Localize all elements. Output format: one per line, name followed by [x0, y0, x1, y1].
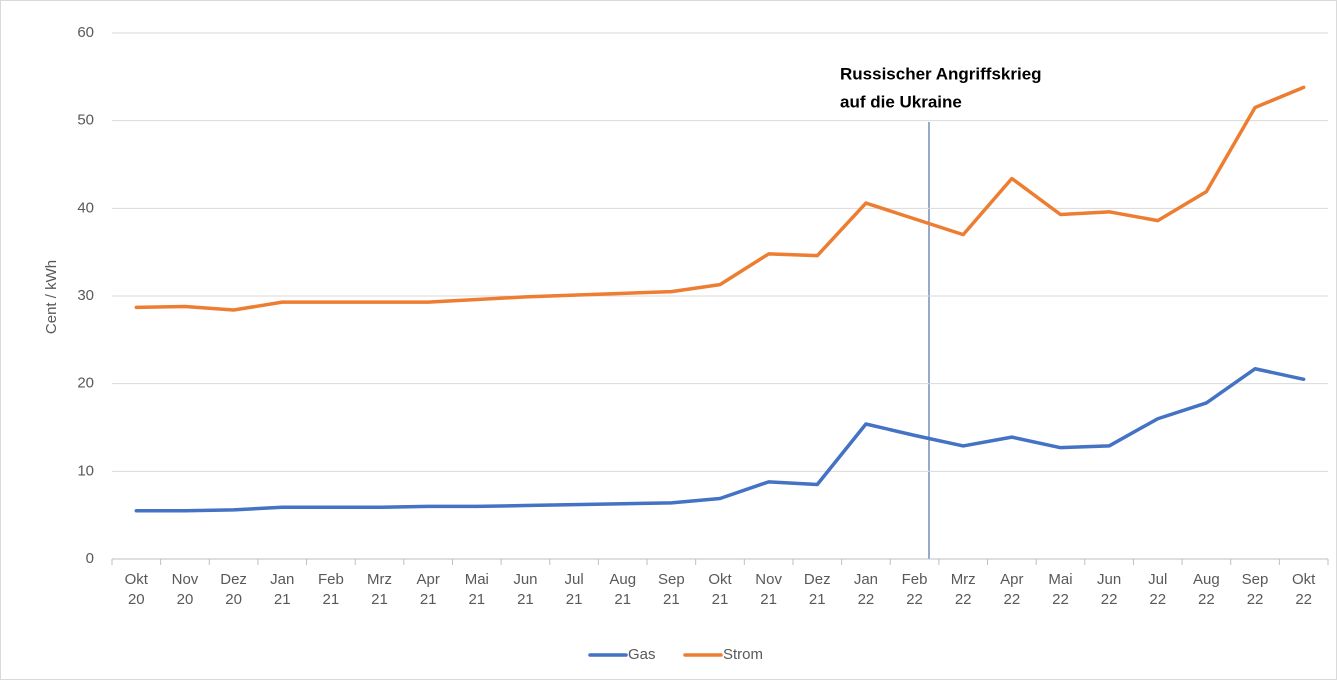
annotation-text: auf die Ukraine [840, 92, 962, 111]
x-tick-label: Sep 22 [1241, 571, 1269, 608]
y-tick-label: 20 [77, 375, 94, 392]
series-line [134, 85, 1306, 312]
y-tick-label: 10 [77, 462, 94, 479]
y-tick-label: 0 [86, 550, 94, 567]
x-tick-label: Jun 22 [1097, 571, 1122, 608]
x-tick-label: Mrz 21 [367, 571, 393, 608]
y-axis-label: Cent / kWh [43, 260, 60, 334]
y-tick-label: 30 [77, 287, 94, 304]
x-tick-label: Nov 20 [171, 571, 199, 608]
x-tick-label: Aug 22 [1193, 571, 1220, 608]
x-tick-label: Jan 22 [853, 571, 878, 608]
x-tick-label: Okt 22 [1292, 571, 1316, 608]
legend-label: Strom [723, 646, 763, 663]
legend-label: Gas [628, 646, 656, 663]
x-tick-label: Apr 22 [1000, 571, 1024, 608]
x-tick-label: Dez 21 [803, 571, 831, 608]
x-tick-label: Nov 21 [755, 571, 782, 608]
series-line [134, 367, 1306, 513]
x-tick-label: Mai 21 [464, 571, 489, 608]
x-tick-label: Feb 22 [901, 571, 928, 608]
y-tick-label: 40 [77, 199, 94, 216]
x-tick-label: Dez 20 [220, 571, 247, 608]
annotation-text: Russischer Angriffskrieg [840, 64, 1042, 83]
x-tick-label: Jul 21 [564, 571, 584, 608]
x-tick-label: Aug 21 [609, 571, 637, 608]
y-tick-label: 50 [77, 112, 94, 129]
x-tick-label: Mai 22 [1048, 571, 1073, 608]
x-tick-label: Sep 21 [658, 571, 685, 608]
x-tick-label: Okt 21 [708, 571, 732, 608]
x-tick-label: Jul 22 [1148, 571, 1168, 608]
x-tick-label: Jan 21 [270, 571, 295, 608]
x-tick-label: Feb 21 [317, 571, 344, 608]
y-tick-label: 60 [77, 24, 94, 41]
x-tick-label: Mrz 22 [950, 571, 976, 608]
x-tick-label: Apr 21 [416, 571, 440, 608]
x-tick-label: Jun 21 [513, 571, 538, 608]
x-tick-label: Okt 20 [124, 571, 148, 608]
